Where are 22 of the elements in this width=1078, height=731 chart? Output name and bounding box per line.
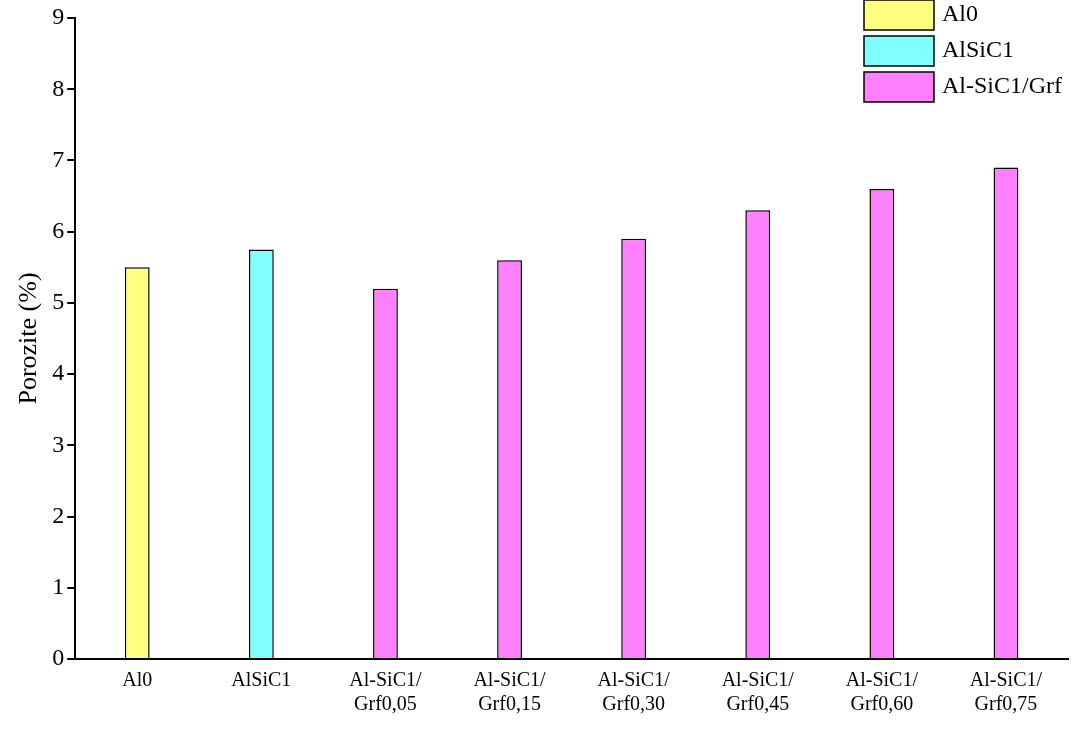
y-tick-label: 7 — [52, 145, 65, 172]
y-tick-label: 0 — [52, 644, 65, 671]
x-tick-label: Al0 — [122, 668, 153, 691]
legend-label: AlSiC1 — [942, 36, 1015, 63]
y-tick-label: 1 — [52, 573, 65, 600]
y-tick-label: 3 — [52, 430, 65, 457]
x-tick-label: Al-SiC1/Grf0,05 — [349, 668, 422, 715]
y-tick-label: 6 — [52, 216, 65, 243]
x-tick-label: AlSiC1 — [231, 668, 292, 691]
x-tick-label: Al-SiC1/Grf0,45 — [721, 668, 795, 715]
x-tick-label: Al-SiC1/Grf0,30 — [597, 668, 671, 715]
x-tick-label: Al-SiC1/Grf0,15 — [473, 668, 547, 715]
legend-label: Al-SiC1/Grf — [942, 72, 1063, 99]
y-tick-label: 8 — [52, 74, 65, 101]
legend-label: Al0 — [942, 0, 978, 27]
x-tick-label: Al-SiC1/Grf0,60 — [845, 668, 919, 715]
y-tick-label: 5 — [52, 288, 65, 315]
x-tick-label: Al-SiC1/Grf0,75 — [969, 668, 1043, 715]
y-tick-label: 4 — [52, 359, 65, 386]
y-tick-label: 9 — [52, 3, 65, 30]
y-tick-label: 2 — [52, 501, 65, 528]
y-axis-title: Porozite (%) — [13, 272, 43, 405]
